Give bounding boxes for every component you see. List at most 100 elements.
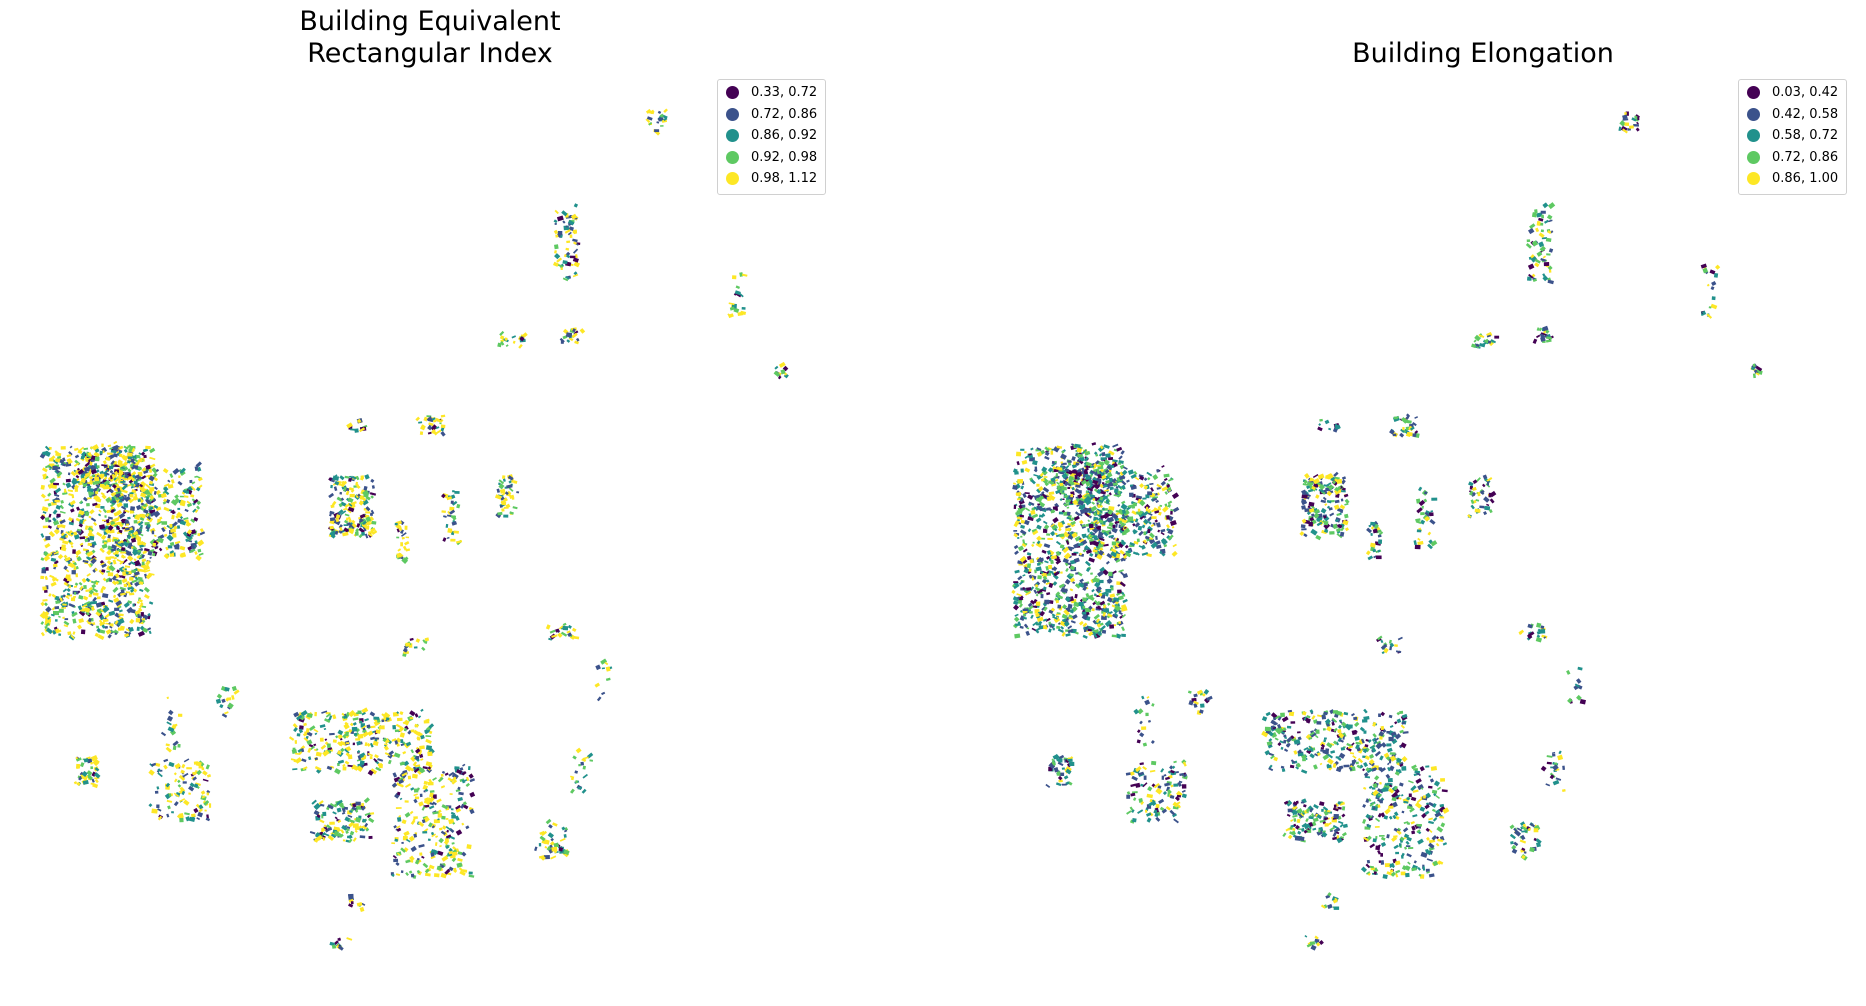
building-footprint	[1305, 717, 1311, 723]
building-footprint	[173, 772, 177, 776]
building-footprint	[369, 756, 373, 760]
building-footprint	[1290, 819, 1294, 823]
building-footprint	[75, 555, 79, 558]
building-footprint	[116, 521, 122, 525]
building-footprint	[1419, 766, 1425, 772]
building-footprint	[1060, 626, 1065, 630]
building-footprint	[50, 613, 55, 617]
building-footprint	[197, 811, 204, 818]
building-footprint	[404, 541, 410, 546]
building-footprint	[89, 535, 95, 541]
building-footprint	[1101, 591, 1107, 596]
building-footprint	[1073, 515, 1080, 521]
building-footprint	[356, 901, 363, 907]
building-footprint	[78, 519, 84, 525]
building-footprint	[60, 446, 66, 450]
building-footprint	[66, 592, 71, 596]
building-footprint	[342, 531, 349, 537]
building-footprint	[80, 501, 84, 505]
building-footprint	[1157, 506, 1162, 511]
building-footprint	[1261, 730, 1269, 738]
building-footprint	[1124, 544, 1129, 549]
building-footprint	[1320, 507, 1327, 514]
building-footprint	[145, 499, 149, 503]
building-footprint	[179, 520, 187, 526]
building-footprint	[1066, 482, 1072, 487]
building-footprint	[129, 618, 135, 625]
building-footprint	[133, 480, 138, 485]
building-footprint	[440, 785, 446, 789]
building-footprint	[1315, 494, 1320, 499]
building-footprint	[553, 849, 558, 854]
building-footprint	[1012, 623, 1018, 629]
building-footprint	[462, 801, 468, 806]
building-footprint	[1118, 455, 1123, 460]
building-footprint	[448, 850, 453, 855]
building-footprint	[166, 534, 174, 542]
building-footprint	[1326, 490, 1333, 497]
building-footprint	[136, 454, 140, 459]
building-footprint	[430, 849, 438, 856]
building-footprint	[1172, 543, 1177, 548]
building-footprint	[432, 419, 437, 423]
building-footprint	[1014, 613, 1019, 617]
building-footprint	[206, 773, 212, 778]
building-footprint	[1084, 456, 1089, 462]
building-footprint	[1319, 801, 1325, 807]
building-footprint	[47, 525, 53, 529]
building-footprint	[124, 630, 129, 635]
building-footprint	[127, 516, 131, 520]
building-footprint	[1177, 804, 1181, 809]
building-footprint	[1393, 785, 1398, 791]
building-footprint	[433, 819, 440, 824]
building-footprint	[1036, 488, 1041, 494]
building-footprint	[1368, 785, 1373, 790]
building-footprint	[1065, 633, 1071, 637]
building-footprint	[561, 826, 566, 831]
building-footprint	[457, 797, 463, 802]
building-footprint	[430, 852, 435, 857]
building-footprint	[1363, 715, 1370, 721]
building-footprint	[94, 778, 99, 784]
building-footprint	[1030, 478, 1036, 485]
building-footprint	[355, 806, 362, 810]
building-footprint	[501, 501, 507, 506]
building-footprint	[1331, 721, 1335, 726]
building-footprint	[42, 511, 47, 514]
building-footprint	[187, 539, 193, 543]
building-footprint	[303, 722, 307, 727]
building-footprint	[190, 518, 196, 523]
building-footprint	[450, 808, 454, 811]
building-footprint	[1142, 765, 1148, 771]
building-footprint	[318, 800, 324, 805]
building-footprint	[1385, 773, 1391, 779]
building-footprint	[422, 831, 428, 834]
building-footprint	[1099, 445, 1104, 450]
building-footprint	[1103, 608, 1110, 614]
building-footprint	[1297, 764, 1301, 766]
building-footprint	[161, 527, 166, 533]
building-footprint	[90, 580, 97, 585]
building-footprint	[1159, 550, 1163, 555]
building-footprint	[121, 489, 128, 494]
building-footprint	[57, 553, 64, 560]
building-footprint	[1329, 512, 1335, 517]
building-footprint	[299, 725, 304, 730]
building-footprint	[1083, 469, 1089, 475]
building-footprint	[1064, 471, 1070, 477]
building-footprint	[1061, 631, 1066, 637]
building-footprint	[1161, 486, 1168, 492]
building-footprint	[59, 537, 65, 542]
building-footprint	[334, 768, 342, 775]
building-footprint	[1036, 623, 1042, 626]
building-footprint	[1410, 820, 1415, 825]
building-footprint	[572, 238, 578, 243]
building-footprint	[1306, 829, 1311, 833]
building-footprint	[1046, 496, 1052, 502]
building-footprint	[87, 563, 92, 568]
building-footprint	[73, 484, 79, 491]
building-footprint	[419, 745, 425, 750]
building-footprint	[338, 740, 345, 747]
building-footprint	[78, 595, 84, 600]
building-footprint	[1388, 736, 1394, 742]
